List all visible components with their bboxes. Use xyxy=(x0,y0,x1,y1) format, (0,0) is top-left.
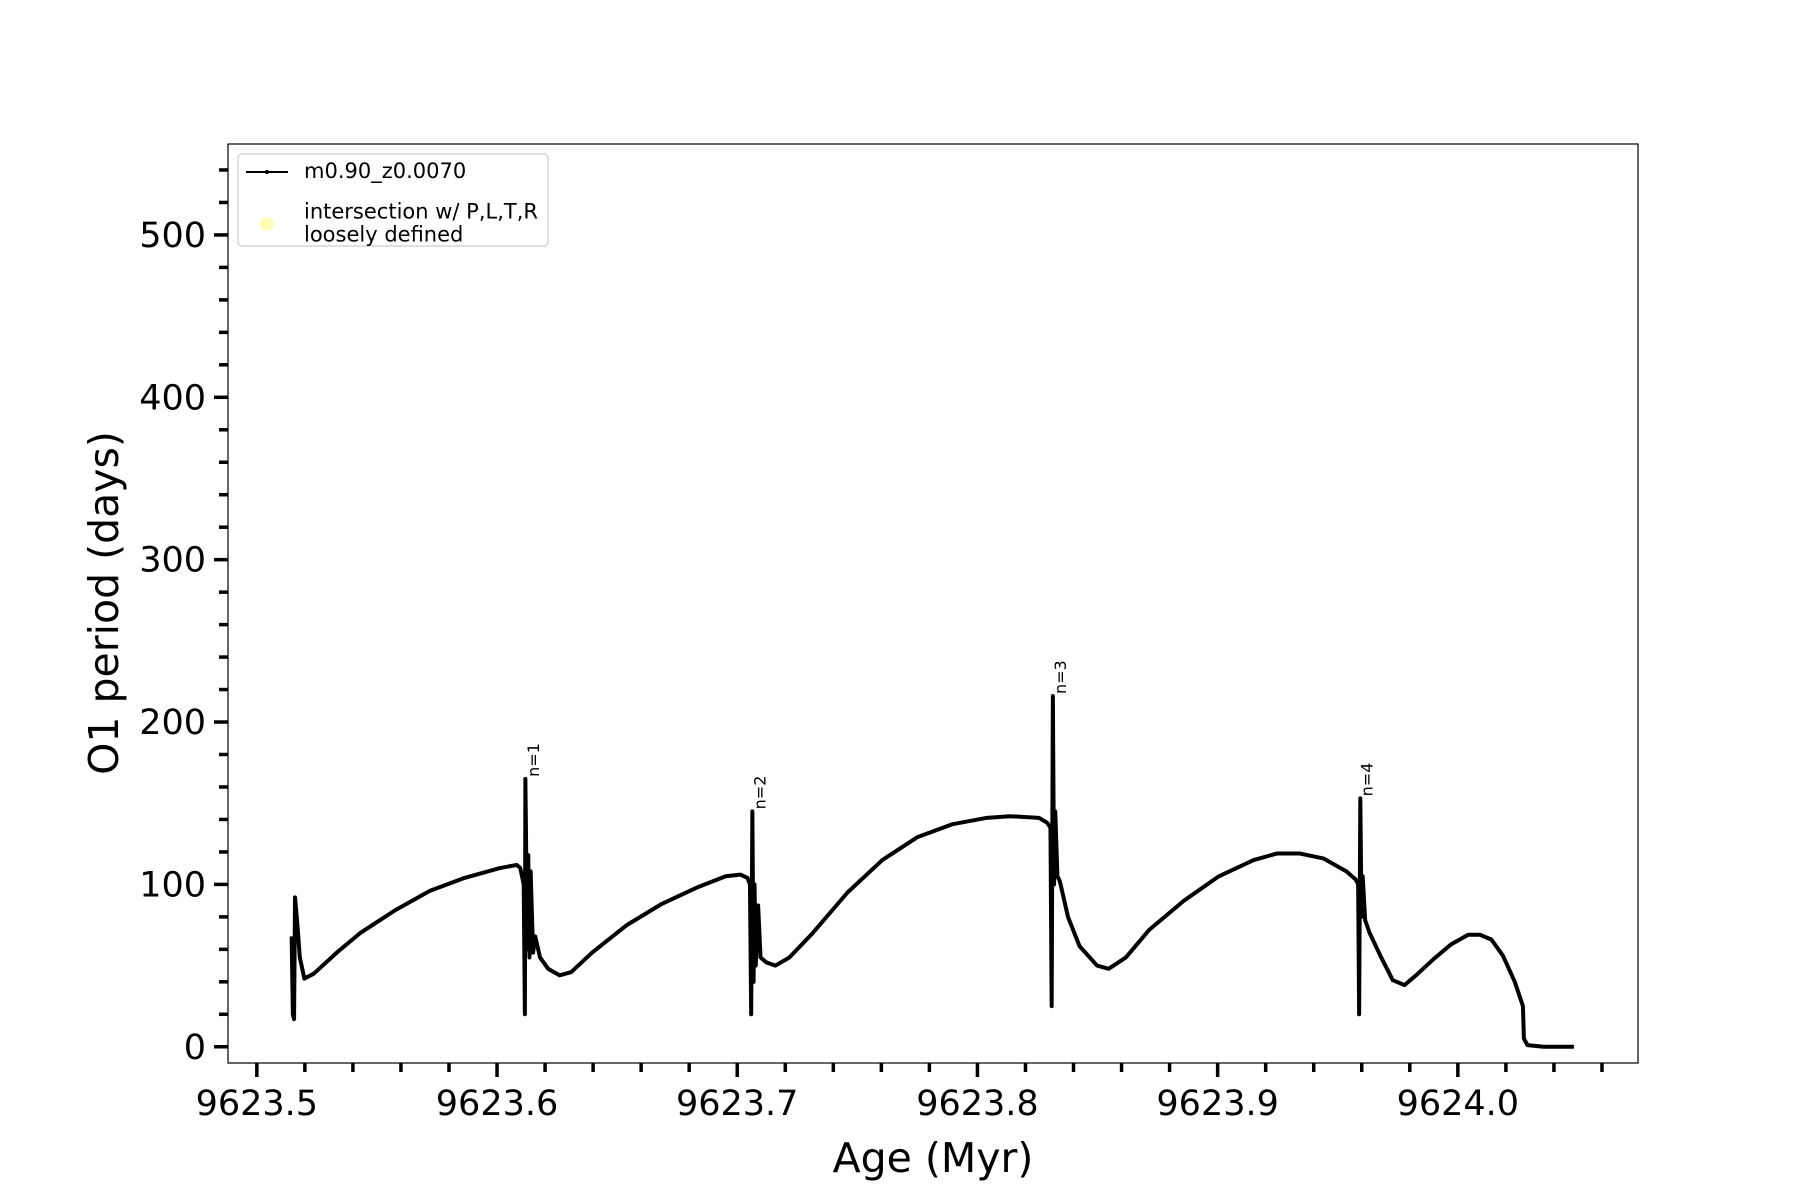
x-tick-label: 9623.6 xyxy=(436,1084,558,1124)
y-axis-label: O1 period (days) xyxy=(80,431,128,775)
y-tick-label: 400 xyxy=(139,378,206,418)
annotation: n=1 xyxy=(524,743,543,777)
y-tick-label: 100 xyxy=(139,865,206,905)
y-tick-label: 0 xyxy=(184,1028,206,1068)
legend-dot xyxy=(265,170,269,174)
x-tick-label: 9623.5 xyxy=(196,1084,318,1124)
plot-frame xyxy=(227,143,1639,1064)
y-tick-label: 500 xyxy=(139,216,206,256)
x-tick-label: 9623.7 xyxy=(676,1084,798,1124)
x-tick-label: 9623.9 xyxy=(1156,1084,1278,1124)
x-tick-label: 9623.8 xyxy=(916,1084,1038,1124)
annotation: n=2 xyxy=(751,776,770,810)
y-tick-label: 300 xyxy=(139,541,206,581)
annotation: n=3 xyxy=(1051,660,1070,694)
x-tick-label: 9624.0 xyxy=(1397,1084,1519,1124)
x-axis-label: Age (Myr) xyxy=(833,1134,1034,1182)
y-tick-label: 200 xyxy=(139,703,206,743)
annotation: n=4 xyxy=(1357,763,1376,797)
legend-box xyxy=(237,153,549,247)
data-line xyxy=(289,694,1574,1049)
legend-label: intersection w/ P,L,T,R loosely defined xyxy=(304,199,538,246)
legend-marker xyxy=(260,217,274,231)
legend-label: m0.90_z0.0070 xyxy=(304,159,466,184)
